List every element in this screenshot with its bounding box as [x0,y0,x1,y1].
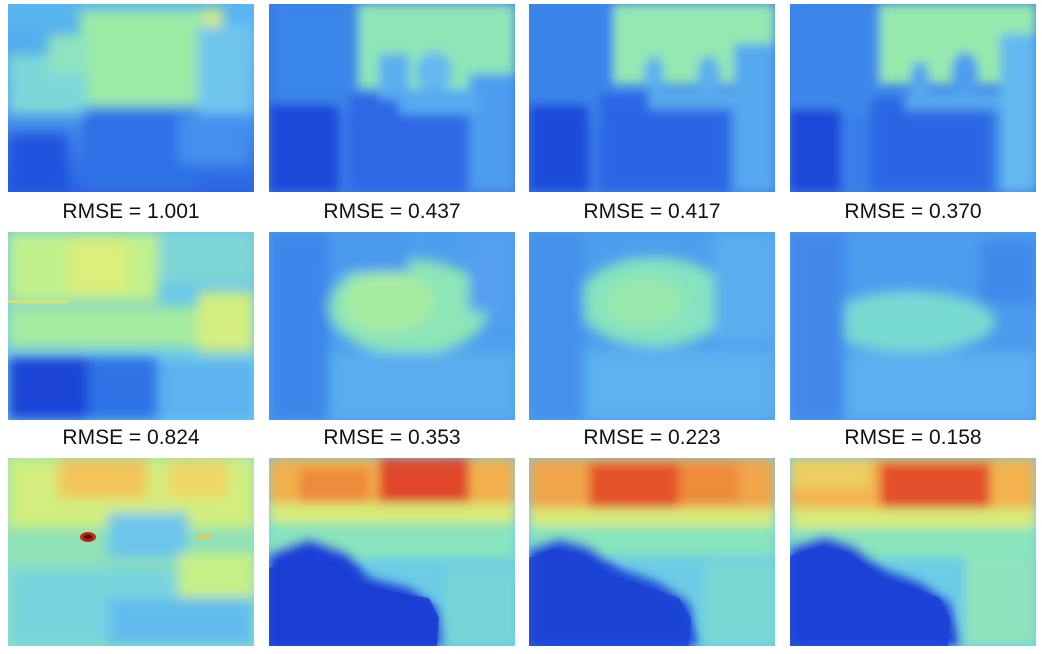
depth-map-row2-col3 [529,232,775,420]
depth-map-row3-col4 [790,458,1036,646]
depth-map-row2-col1 [8,232,254,420]
rmse-caption-row2-col4: RMSE = 0.158 [844,426,982,449]
depth-map-row3-col3 [529,458,775,646]
depth-map-row1-col4 [790,4,1036,192]
rmse-caption-row1-col2: RMSE = 0.437 [323,200,461,223]
depth-map-row3-col2 [269,458,515,646]
depth-map-row1-col2 [269,4,515,192]
rmse-caption-row2-col2: RMSE = 0.353 [323,426,461,449]
depth-map-row3-col1 [8,458,254,646]
rmse-caption-row2-col3: RMSE = 0.223 [583,426,721,449]
rmse-caption-row1-col1: RMSE = 1.001 [62,200,200,223]
depth-map-row2-col2 [269,232,515,420]
rmse-caption-row1-col3: RMSE = 0.417 [583,200,721,223]
depth-map-row1-col1 [8,4,254,192]
depth-map-row2-col4 [790,232,1036,420]
depth-map-row1-col3 [529,4,775,192]
rmse-caption-row1-col4: RMSE = 0.370 [844,200,982,223]
rmse-caption-row2-col1: RMSE = 0.824 [62,426,200,449]
